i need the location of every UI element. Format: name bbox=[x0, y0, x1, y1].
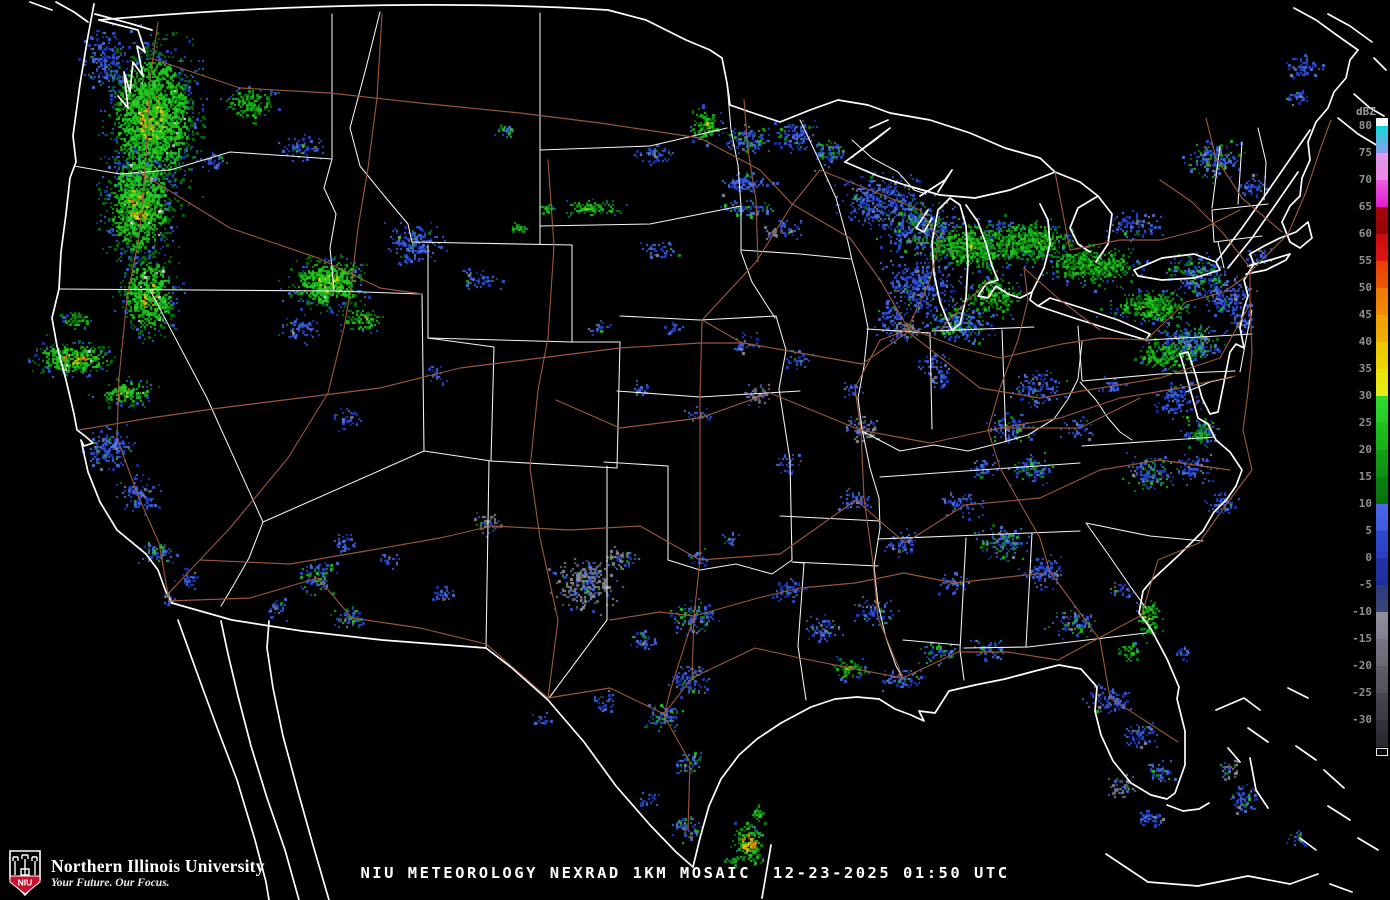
caption-title: NIU METEOROLOGY NEXRAD 1KM MOSAIC bbox=[360, 864, 751, 882]
shield-niu-letters: NIU bbox=[18, 878, 33, 888]
caption-timestamp: 12-23-2025 01:50 UTC bbox=[772, 864, 1010, 882]
mosaic-caption: NIU METEOROLOGY NEXRAD 1KM MOSAIC 12-23-… bbox=[0, 864, 1370, 882]
niu-shield-icon: NIU bbox=[9, 850, 41, 897]
niu-logo: NIU Northern Illinois University Your Fu… bbox=[8, 849, 265, 897]
logo-text-block: Northern Illinois University Your Future… bbox=[51, 856, 265, 890]
institution-name: Northern Illinois University bbox=[51, 856, 265, 876]
institution-tagline: Your Future. Our Focus. bbox=[51, 877, 170, 889]
castle-glyph bbox=[12, 854, 38, 876]
